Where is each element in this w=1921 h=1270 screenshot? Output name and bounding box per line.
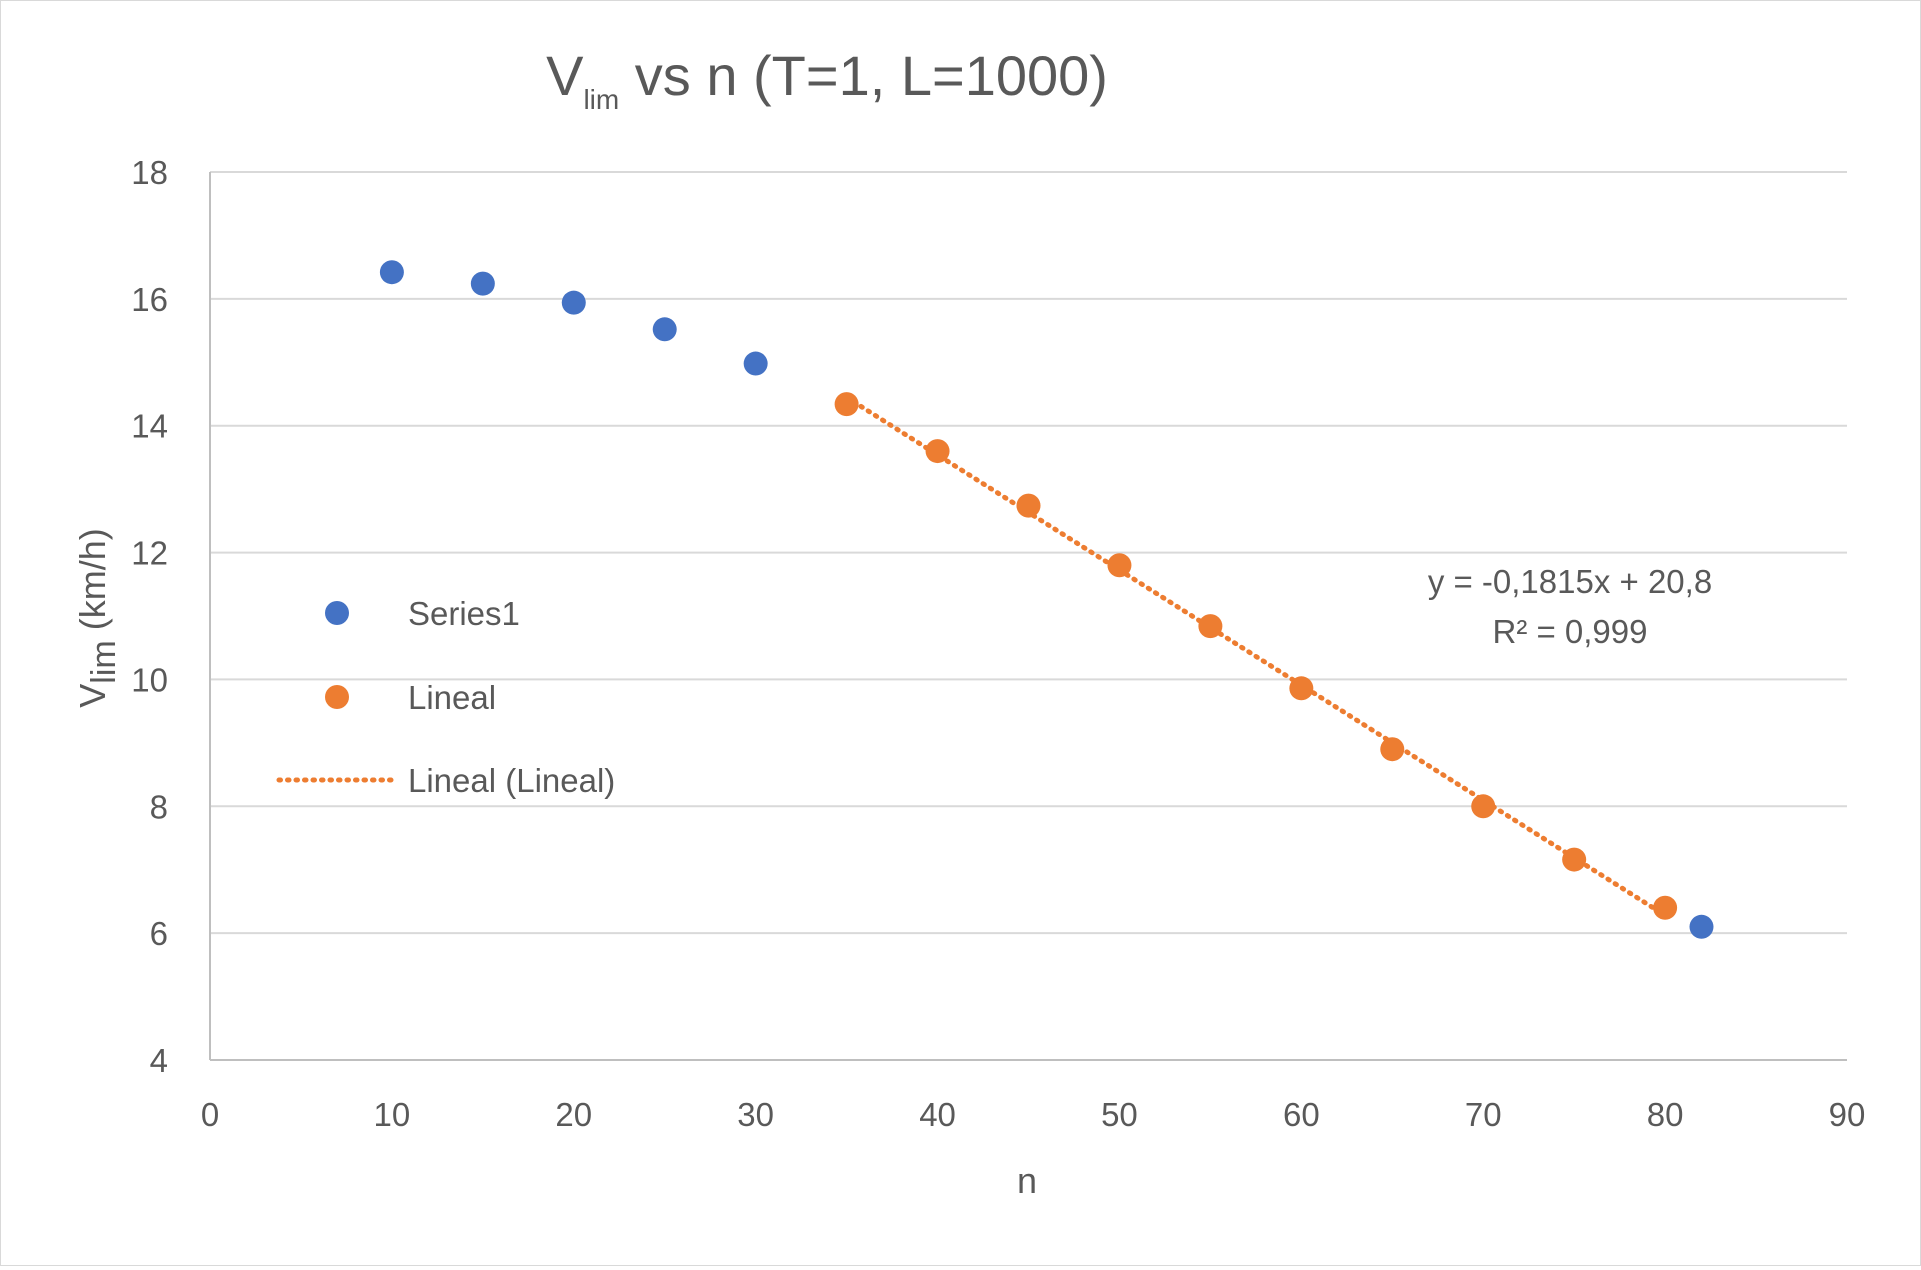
point-lineal	[1562, 847, 1587, 872]
point-lineal	[1289, 676, 1314, 701]
x-tick-label: 30	[737, 1096, 774, 1133]
legend-label-series1: Series1	[408, 595, 520, 632]
point-lineal	[1380, 737, 1405, 762]
chart-title: Vlim vs n (T=1, L=1000)	[546, 44, 1108, 115]
legend-marker-series1	[325, 601, 349, 625]
legend-label-lineal: Lineal	[408, 679, 496, 716]
point-series1	[743, 351, 768, 376]
x-tick-label: 0	[201, 1096, 219, 1133]
y-axis-ticks: 4 6 8 10 12 14 16 18	[131, 154, 168, 1079]
point-lineal	[1016, 493, 1041, 518]
y-tick-label: 18	[131, 154, 168, 191]
data-points	[379, 260, 1714, 939]
x-tick-label: 70	[1465, 1096, 1502, 1133]
x-tick-label: 40	[919, 1096, 956, 1133]
point-lineal	[834, 392, 859, 417]
y-tick-label: 4	[150, 1042, 168, 1079]
x-tick-label: 90	[1829, 1096, 1866, 1133]
point-lineal	[1653, 895, 1678, 920]
point-series1	[470, 271, 495, 296]
trendline	[844, 394, 1668, 918]
axes	[209, 172, 1847, 1061]
x-tick-label: 50	[1101, 1096, 1138, 1133]
point-lineal	[1107, 553, 1132, 578]
gridlines	[210, 171, 1847, 935]
x-tick-label: 10	[374, 1096, 411, 1133]
y-tick-label: 14	[131, 408, 168, 445]
x-tick-label: 80	[1647, 1096, 1684, 1133]
point-series1	[379, 260, 404, 285]
y-tick-label: 10	[131, 661, 168, 698]
point-lineal	[1198, 614, 1223, 639]
x-tick-label: 20	[555, 1096, 592, 1133]
x-axis-title: n	[1017, 1160, 1037, 1201]
legend-marker-lineal	[325, 685, 349, 709]
point-series1	[1689, 914, 1714, 939]
x-axis-ticks: 0 10 20 30 40 50 60 70 80 90	[201, 1096, 1866, 1133]
legend-label-trendline: Lineal (Lineal)	[408, 762, 615, 799]
trendline-r-squared: R² = 0,999	[1492, 613, 1647, 650]
legend: Series1 Lineal Lineal (Lineal)	[276, 595, 615, 799]
x-tick-label: 60	[1283, 1096, 1320, 1133]
y-axis-title: Vlim (km/h)	[72, 528, 123, 707]
point-series1	[561, 290, 586, 315]
y-tick-label: 8	[150, 788, 168, 825]
point-lineal	[1471, 794, 1496, 819]
trendline-equation: y = -0,1815x + 20,8	[1428, 563, 1712, 600]
y-tick-label: 16	[131, 281, 168, 318]
y-tick-label: 12	[131, 535, 168, 572]
point-lineal	[925, 439, 950, 464]
trendline-lineal	[844, 394, 1668, 918]
point-series1	[652, 317, 677, 342]
y-tick-label: 6	[150, 915, 168, 952]
